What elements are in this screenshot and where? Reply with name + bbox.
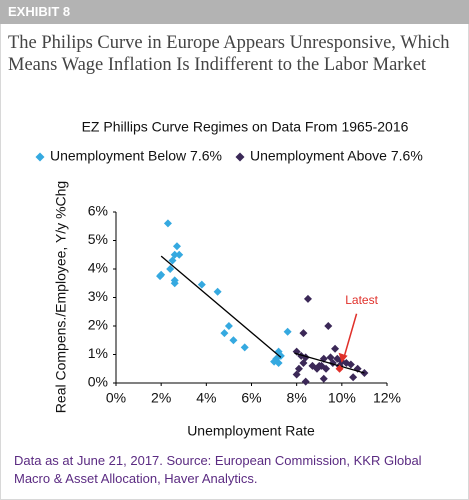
latest-point bbox=[335, 364, 344, 373]
annotation-label: Latest bbox=[345, 293, 378, 307]
chart-title: EZ Phillips Curve Regimes on Data From 1… bbox=[82, 119, 409, 135]
scatter-point bbox=[163, 219, 172, 228]
y-tick-label: 6% bbox=[88, 203, 108, 219]
x-tick-label: 12% bbox=[373, 390, 401, 406]
scatter-point bbox=[213, 287, 222, 296]
legend-label: Unemployment Below 7.6% bbox=[50, 148, 222, 164]
scatter-point bbox=[317, 361, 326, 370]
scatter-point bbox=[156, 272, 165, 281]
scatter-point bbox=[299, 359, 308, 368]
x-axis-label: Unemployment Rate bbox=[187, 423, 315, 439]
scatter-point bbox=[319, 374, 328, 383]
scatter-point bbox=[276, 351, 285, 360]
y-tick-label: 1% bbox=[88, 345, 108, 361]
y-tick-label: 0% bbox=[88, 374, 108, 390]
trend-line bbox=[294, 352, 365, 374]
source-note: Data as at June 21, 2017. Source: Europe… bbox=[14, 453, 422, 486]
annotation-arrowhead bbox=[338, 352, 348, 363]
scatter-point bbox=[240, 343, 249, 352]
scatter-point bbox=[303, 294, 312, 303]
scatter-point bbox=[166, 265, 175, 273]
scatter-point bbox=[224, 322, 233, 330]
x-tick-label: 4% bbox=[196, 390, 216, 406]
trend-line bbox=[160, 255, 282, 358]
y-tick-label: 2% bbox=[88, 317, 108, 333]
x-tick-label: 6% bbox=[241, 390, 261, 406]
y-tick-label: 3% bbox=[88, 288, 108, 304]
exhibit-label: EXHIBIT 8 bbox=[0, 0, 469, 24]
scatter-point bbox=[168, 256, 177, 265]
scatter-point bbox=[301, 377, 310, 386]
scatter-point bbox=[324, 322, 333, 330]
scatter-point bbox=[346, 360, 355, 369]
x-tick-label: 2% bbox=[151, 390, 171, 406]
y-tick-label: 5% bbox=[88, 231, 108, 247]
scatter-point bbox=[229, 336, 238, 345]
scatter-point bbox=[172, 242, 181, 251]
scatter-point bbox=[283, 327, 292, 336]
legend-label: Unemployment Above 7.6% bbox=[250, 148, 423, 164]
annotation-arrow bbox=[342, 313, 358, 359]
x-tick-label: 0% bbox=[106, 390, 126, 406]
scatter-point bbox=[170, 279, 179, 288]
x-tick-label: 10% bbox=[328, 390, 356, 406]
legend-marker bbox=[235, 152, 245, 162]
scatter-point bbox=[197, 280, 206, 289]
legend-marker bbox=[35, 152, 45, 162]
scatter-point bbox=[274, 359, 283, 368]
scatter-point bbox=[175, 250, 184, 259]
scatter-point bbox=[299, 329, 308, 338]
scatter-point bbox=[220, 329, 229, 338]
scatter-point bbox=[331, 344, 340, 353]
page-title: The Philips Curve in Europe Appears Unre… bbox=[8, 33, 450, 75]
x-tick-label: 8% bbox=[287, 390, 307, 406]
y-axis-label: Real Compens./Employee, Y/y %Chg bbox=[53, 181, 69, 413]
y-tick-label: 4% bbox=[88, 260, 108, 276]
scatter-point bbox=[292, 370, 301, 379]
scatter-point bbox=[349, 373, 358, 382]
